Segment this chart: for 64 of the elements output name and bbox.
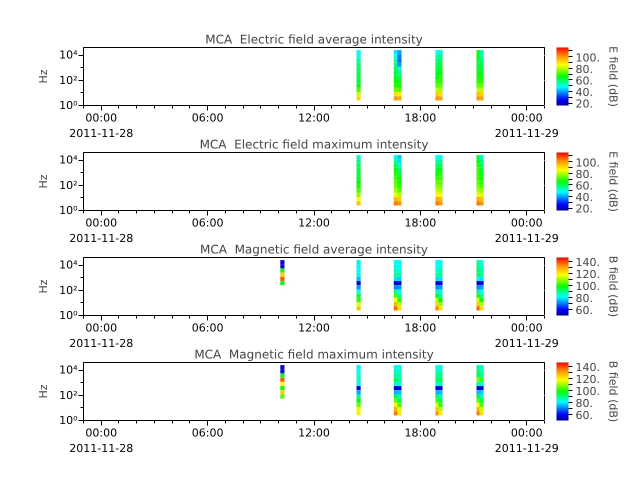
x-tick-label: 18:00 [404, 426, 436, 440]
x-tick-label: 00:00 2011-11-28 [69, 112, 134, 140]
y-axis-title: Hz [37, 174, 50, 189]
chart-title: MCA Electric field maximum intensity [200, 138, 428, 152]
x-tick-label: 06:00 [192, 322, 224, 334]
y-tick-label: 10² [59, 284, 78, 297]
chart-title: MCA Electric field average intensity [205, 32, 423, 46]
color-bar-label: 60. [576, 304, 593, 318]
color-bar-label: 40. [576, 191, 593, 204]
x-tick-label: 06:00 [192, 112, 224, 124]
y-tick-label: 10⁰ [59, 99, 78, 112]
color-bar-label: 140. [576, 361, 600, 374]
y-tick-label: 10⁰ [59, 309, 78, 322]
color-bar-label: 60. [576, 179, 593, 192]
color-bar-title: B field (dB) [606, 256, 620, 318]
color-bar-label: 100. [576, 385, 600, 398]
color-bar-label: 60. [576, 409, 593, 422]
x-tick-label: 00:00 2011-11-28 [69, 426, 134, 456]
x-tick-label: 12:00 [298, 216, 330, 230]
x-tick-label: 18:00 [404, 112, 436, 124]
color-bar-label: 80. [576, 292, 593, 306]
y-axis-title: Hz [37, 69, 50, 84]
y-tick-label: 10⁴ [59, 364, 78, 377]
color-bar-label: 80. [576, 62, 593, 76]
color-bar-label: 140. [576, 256, 600, 270]
color-bar-label: 120. [576, 268, 600, 282]
color-bar-title: E field (dB) [606, 151, 620, 212]
x-tick-label: 12:00 [298, 322, 330, 334]
color-bar-title: B field (dB) [606, 360, 620, 422]
color-bar-label: 20. [576, 202, 593, 216]
color-bar-title: E field (dB) [606, 46, 620, 107]
x-tick-label: 00:00 2011-11-29 [494, 112, 559, 140]
x-tick-label: 18:00 [404, 216, 436, 230]
color-bar-label: 80. [576, 168, 593, 181]
y-tick-label: 10⁴ [59, 258, 78, 272]
y-tick-label: 10⁴ [59, 154, 78, 167]
chart-title: MCA Magnetic field maximum intensity [194, 348, 434, 362]
x-tick-label: 18:00 [404, 322, 436, 334]
y-tick-label: 10⁴ [59, 48, 78, 62]
color-bar-label: 100. [576, 280, 600, 294]
x-tick-label: 00:00 2011-11-29 [494, 426, 559, 456]
x-tick-label: 00:00 2011-11-29 [494, 322, 559, 350]
color-bar-label: 60. [576, 74, 593, 88]
y-tick-label: 10² [59, 74, 78, 87]
x-tick-label: 06:00 [192, 216, 224, 230]
x-tick-label: 00:00 2011-11-28 [69, 322, 134, 350]
y-axis-title: Hz [37, 384, 50, 399]
color-bar-label: 100. [576, 156, 600, 170]
color-bar-label: 100. [576, 51, 600, 64]
color-bar-label: 80. [576, 397, 593, 410]
x-tick-label: 12:00 [298, 426, 330, 440]
chart-title: MCA Magnetic field average intensity [200, 242, 428, 256]
color-bar-label: 40. [576, 86, 593, 100]
y-axis-title: Hz [37, 279, 50, 294]
x-tick-label: 06:00 [192, 426, 224, 440]
color-bar-label: 20. [576, 98, 593, 111]
y-tick-label: 10² [59, 388, 78, 402]
color-bar-label: 120. [576, 373, 600, 386]
y-tick-label: 10⁰ [59, 414, 78, 427]
x-tick-label: 00:00 2011-11-29 [494, 216, 559, 246]
y-tick-label: 10⁰ [59, 204, 78, 217]
y-tick-label: 10² [59, 178, 78, 192]
x-tick-label: 12:00 [298, 112, 330, 124]
x-tick-label: 00:00 2011-11-28 [69, 216, 134, 246]
